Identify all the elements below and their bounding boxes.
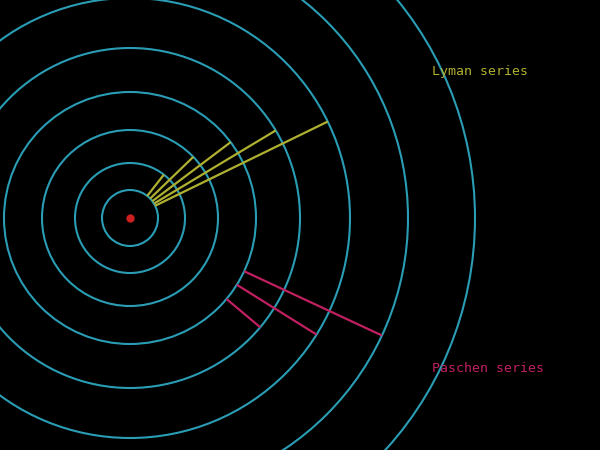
- Text: Lyman series: Lyman series: [432, 66, 528, 78]
- Text: Paschen series: Paschen series: [432, 361, 544, 374]
